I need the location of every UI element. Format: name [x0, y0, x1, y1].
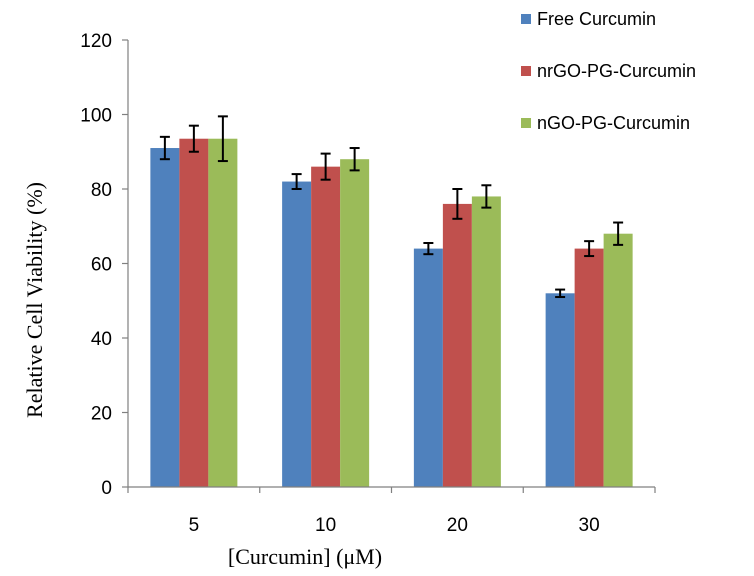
- bar-10-series-3: [340, 159, 370, 487]
- bar-5-series-2: [179, 138, 209, 487]
- legend-label: nGO-PG-Curcumin: [537, 113, 690, 133]
- bar-20-series-3: [471, 196, 501, 487]
- error-bar-30-series-3: [613, 221, 624, 246]
- y-tick-label: 0: [101, 478, 112, 499]
- error-bar-20-series-2: [452, 188, 463, 220]
- legend-item-3: nGO-PG-Curcumin: [521, 113, 690, 133]
- bar-30-series-3: [603, 233, 633, 487]
- x-axis-title: [Curcumin] (μM): [228, 544, 382, 569]
- axes-layer: 0 20 40 60 80 100 120 5 10 20 30: [80, 31, 656, 536]
- x-tick-label: 5: [189, 515, 200, 536]
- error-bar-5-series-3: [217, 115, 228, 163]
- legend-label: nrGO-PG-Curcumin: [537, 61, 696, 81]
- error-bar-10-series-3: [349, 147, 360, 172]
- legend-swatch: [521, 14, 531, 24]
- x-tick-label: 10: [315, 515, 336, 536]
- error-bar-5-series-1: [159, 135, 170, 161]
- y-tick-label: 100: [80, 106, 112, 127]
- y-tick-label: 40: [91, 329, 112, 350]
- legend-item-1: Free Curcumin: [521, 9, 656, 29]
- error-bar-30-series-1: [555, 288, 566, 299]
- y-tick-label: 120: [80, 31, 112, 52]
- bar-20-series-2: [442, 203, 472, 487]
- bar-5-series-3: [208, 138, 238, 487]
- bars-layer: [150, 138, 633, 488]
- error-bar-5-series-2: [188, 124, 199, 153]
- y-axis-title: Relative Cell Viability (%): [22, 182, 47, 418]
- y-tick-label: 20: [91, 404, 112, 425]
- x-tick-label: 20: [447, 515, 468, 536]
- legend: Free Curcumin nrGO-PG-Curcumin nGO-PG-Curc…: [521, 9, 696, 133]
- bar-10-series-2: [311, 166, 341, 487]
- error-bar-10-series-1: [291, 173, 302, 190]
- bar-5-series-1: [150, 148, 180, 487]
- bar-30-series-1: [545, 293, 575, 487]
- y-tick-label: 80: [91, 180, 112, 201]
- x-tick-label: 30: [579, 515, 600, 536]
- error-bars-layer: [159, 115, 624, 299]
- legend-swatch: [521, 118, 531, 128]
- error-bar-10-series-2: [320, 152, 331, 181]
- bar-30-series-2: [574, 248, 604, 487]
- legend-swatch: [521, 66, 531, 76]
- error-bar-20-series-3: [481, 184, 492, 209]
- legend-item-2: nrGO-PG-Curcumin: [521, 61, 696, 81]
- legend-label: Free Curcumin: [537, 9, 656, 29]
- bar-10-series-1: [282, 181, 312, 488]
- bar-20-series-1: [413, 248, 443, 487]
- error-bar-30-series-2: [584, 240, 595, 258]
- y-tick-label: 60: [91, 255, 112, 276]
- error-bar-20-series-1: [423, 242, 434, 256]
